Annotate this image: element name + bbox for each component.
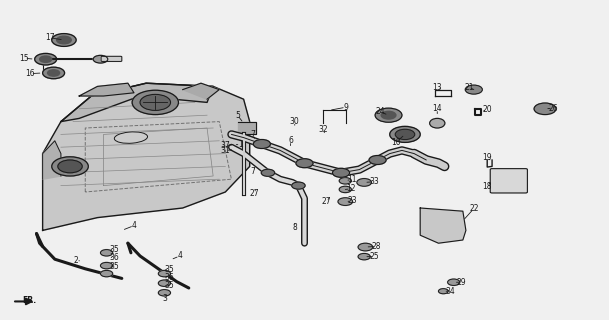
Circle shape: [339, 178, 351, 184]
Ellipse shape: [429, 118, 445, 128]
Text: 36: 36: [110, 253, 119, 262]
Text: 19: 19: [482, 153, 492, 162]
Text: 29: 29: [457, 278, 466, 287]
Circle shape: [358, 253, 370, 260]
Circle shape: [158, 290, 171, 296]
Circle shape: [357, 179, 371, 186]
Circle shape: [438, 289, 448, 294]
Text: 34: 34: [446, 287, 456, 296]
Text: 27: 27: [322, 197, 331, 206]
Text: 35: 35: [164, 265, 174, 274]
Text: 2: 2: [74, 256, 79, 265]
Circle shape: [48, 70, 60, 76]
Text: 18: 18: [482, 182, 492, 191]
Text: 15: 15: [19, 54, 29, 63]
Circle shape: [375, 108, 402, 122]
Circle shape: [158, 280, 171, 286]
Circle shape: [465, 85, 482, 94]
Circle shape: [448, 279, 460, 285]
Text: 25: 25: [370, 252, 379, 261]
Polygon shape: [43, 83, 250, 230]
Circle shape: [390, 126, 420, 142]
Text: 22: 22: [469, 204, 479, 213]
Text: 1: 1: [238, 140, 243, 149]
Text: 12: 12: [346, 184, 356, 193]
Circle shape: [534, 103, 556, 115]
Text: 11: 11: [347, 175, 357, 184]
Circle shape: [333, 168, 350, 177]
Circle shape: [57, 36, 71, 44]
Circle shape: [100, 262, 113, 269]
Circle shape: [52, 34, 76, 46]
Polygon shape: [420, 208, 466, 243]
Text: 35: 35: [110, 262, 119, 271]
Text: 32: 32: [318, 125, 328, 134]
Text: 7: 7: [250, 167, 255, 176]
Circle shape: [296, 159, 313, 168]
Circle shape: [132, 90, 178, 115]
Text: 26: 26: [548, 104, 558, 113]
Text: 17: 17: [45, 33, 55, 42]
Text: 27: 27: [250, 189, 259, 198]
Text: 10: 10: [391, 138, 401, 147]
Polygon shape: [238, 122, 256, 134]
Circle shape: [358, 243, 373, 251]
Circle shape: [140, 94, 171, 110]
Polygon shape: [183, 83, 219, 99]
Circle shape: [158, 270, 171, 277]
Polygon shape: [43, 141, 61, 179]
Text: 9: 9: [343, 103, 348, 112]
Circle shape: [381, 111, 396, 119]
Circle shape: [253, 140, 270, 148]
Text: 4: 4: [132, 221, 136, 230]
Text: 20: 20: [482, 105, 492, 114]
Circle shape: [35, 53, 57, 65]
Text: 35: 35: [110, 245, 119, 254]
Text: 13: 13: [432, 83, 442, 92]
Text: 6: 6: [288, 136, 293, 145]
Circle shape: [43, 67, 65, 79]
Circle shape: [395, 129, 415, 140]
Circle shape: [369, 156, 386, 164]
Text: 23: 23: [347, 196, 357, 205]
Circle shape: [338, 198, 353, 205]
Text: 5: 5: [235, 111, 240, 120]
Ellipse shape: [114, 132, 147, 143]
Text: 7: 7: [250, 130, 255, 139]
Text: 4: 4: [177, 252, 182, 260]
Text: 16: 16: [26, 69, 35, 78]
Circle shape: [40, 56, 52, 62]
Circle shape: [339, 186, 351, 193]
Text: 28: 28: [371, 242, 381, 251]
Circle shape: [100, 270, 113, 277]
Polygon shape: [61, 83, 213, 122]
Circle shape: [93, 55, 108, 63]
Circle shape: [58, 160, 82, 173]
Circle shape: [52, 157, 88, 176]
FancyBboxPatch shape: [490, 169, 527, 193]
Text: FR.: FR.: [22, 296, 37, 305]
Text: 30: 30: [290, 117, 300, 126]
Text: 3: 3: [162, 294, 167, 303]
Text: 35: 35: [164, 281, 174, 290]
Circle shape: [100, 250, 113, 256]
Text: 33: 33: [370, 177, 379, 186]
Text: 31: 31: [220, 146, 230, 155]
Text: 21: 21: [464, 83, 474, 92]
Text: 36: 36: [164, 273, 174, 282]
Text: 8: 8: [292, 223, 297, 232]
Text: 24: 24: [376, 108, 385, 116]
Polygon shape: [79, 83, 134, 96]
Circle shape: [292, 182, 305, 189]
FancyBboxPatch shape: [101, 56, 122, 61]
Text: 37: 37: [220, 141, 230, 150]
Text: 14: 14: [432, 104, 442, 113]
Circle shape: [261, 169, 275, 176]
